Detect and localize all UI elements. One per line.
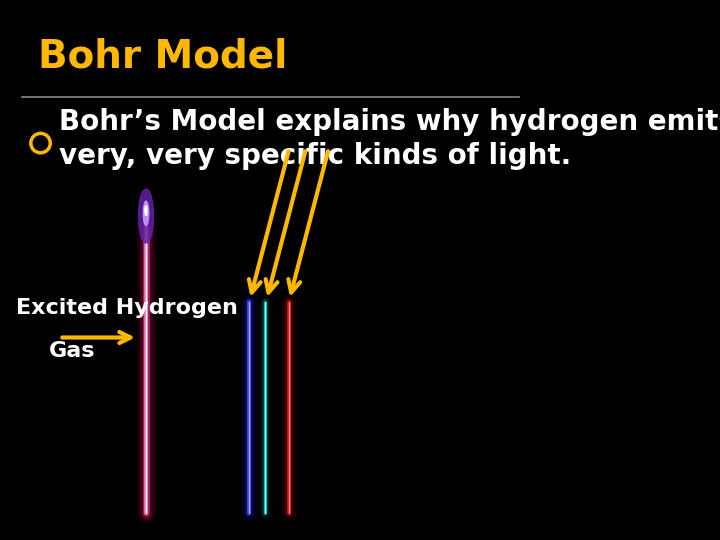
Text: Bohr’s Model explains why hydrogen emits: Bohr’s Model explains why hydrogen emits bbox=[60, 108, 720, 136]
Text: Gas: Gas bbox=[49, 341, 95, 361]
Ellipse shape bbox=[143, 201, 149, 226]
Ellipse shape bbox=[138, 189, 153, 243]
Text: Excited Hydrogen: Excited Hydrogen bbox=[17, 298, 238, 318]
Text: very, very specific kinds of light.: very, very specific kinds of light. bbox=[60, 142, 572, 170]
Ellipse shape bbox=[145, 206, 147, 215]
Text: Bohr Model: Bohr Model bbox=[38, 38, 287, 76]
